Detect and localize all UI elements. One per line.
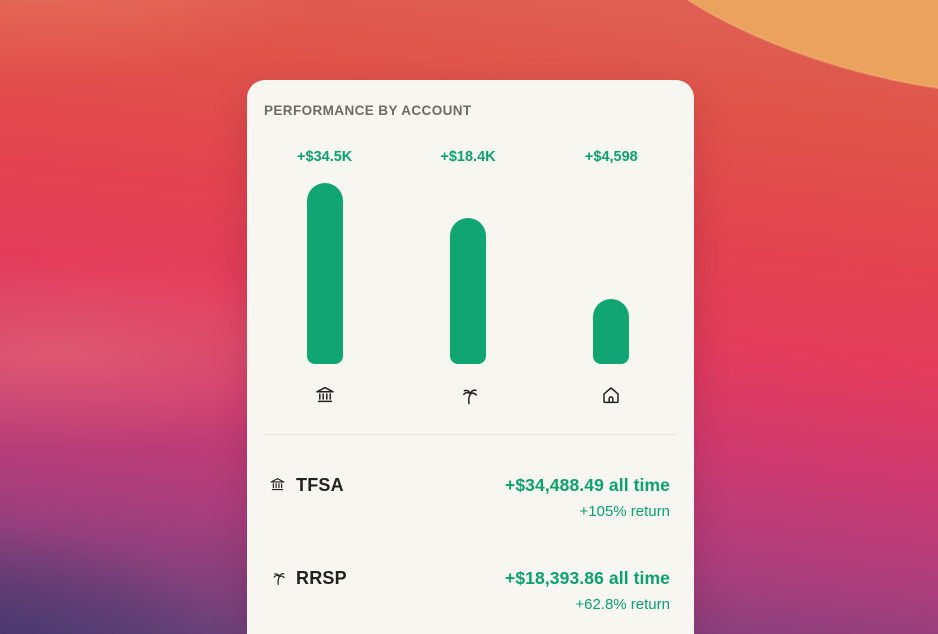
account-return-percent: +62.8% return <box>575 596 670 613</box>
bank-icon <box>270 478 285 491</box>
bank-icon <box>315 386 334 403</box>
account-row-right: +$34,488.49 all time +105% return <box>505 474 670 521</box>
bar-value-label: +$34.5K <box>297 149 353 165</box>
bar-value-label: +$4,598 <box>584 149 638 165</box>
chart-bar-tfsa <box>306 183 343 364</box>
chart-column-rrsp: +$18.4K <box>396 149 539 416</box>
account-all-time-gain: +$18,393.86 all time <box>505 568 670 588</box>
performance-bar-chart: +$34.5K +$18.4K <box>247 149 694 416</box>
account-row-right: +$18,393.86 all time +62.8% return <box>505 567 670 614</box>
bar-icon-row <box>456 374 480 416</box>
account-row-rrsp[interactable]: RRSP +$18,393.86 all time +62.8% return <box>247 567 694 614</box>
home-icon <box>603 387 620 404</box>
account-row-left: RRSP <box>268 567 347 589</box>
performance-card: PERFORMANCE BY ACCOUNT +$34.5K <box>247 80 694 634</box>
bar-area <box>593 166 630 364</box>
card-title: PERFORMANCE BY ACCOUNT <box>264 103 472 118</box>
chart-column-home: +$4,598 <box>540 149 683 416</box>
bar-value-label: +$18.4K <box>440 149 496 165</box>
bar-icon-row <box>599 374 623 416</box>
account-all-time-gain: +$34,488.49 all time <box>505 475 670 495</box>
account-row-tfsa[interactable]: TFSA +$34,488.49 all time +105% return <box>247 474 694 521</box>
chart-bar-home <box>593 299 630 364</box>
account-name: TFSA <box>296 475 344 495</box>
account-name: RRSP <box>296 568 347 588</box>
card-divider <box>263 434 677 435</box>
palm-tree-icon <box>273 573 285 585</box>
bar-area <box>449 166 486 364</box>
chart-column-tfsa: +$34.5K <box>253 149 396 416</box>
bar-area <box>306 166 343 364</box>
chart-bar-rrsp <box>449 218 486 364</box>
palm-tree-icon <box>463 389 478 405</box>
account-row-left: TFSA <box>268 474 344 496</box>
account-return-percent: +105% return <box>579 503 670 520</box>
bar-icon-row <box>313 374 337 416</box>
